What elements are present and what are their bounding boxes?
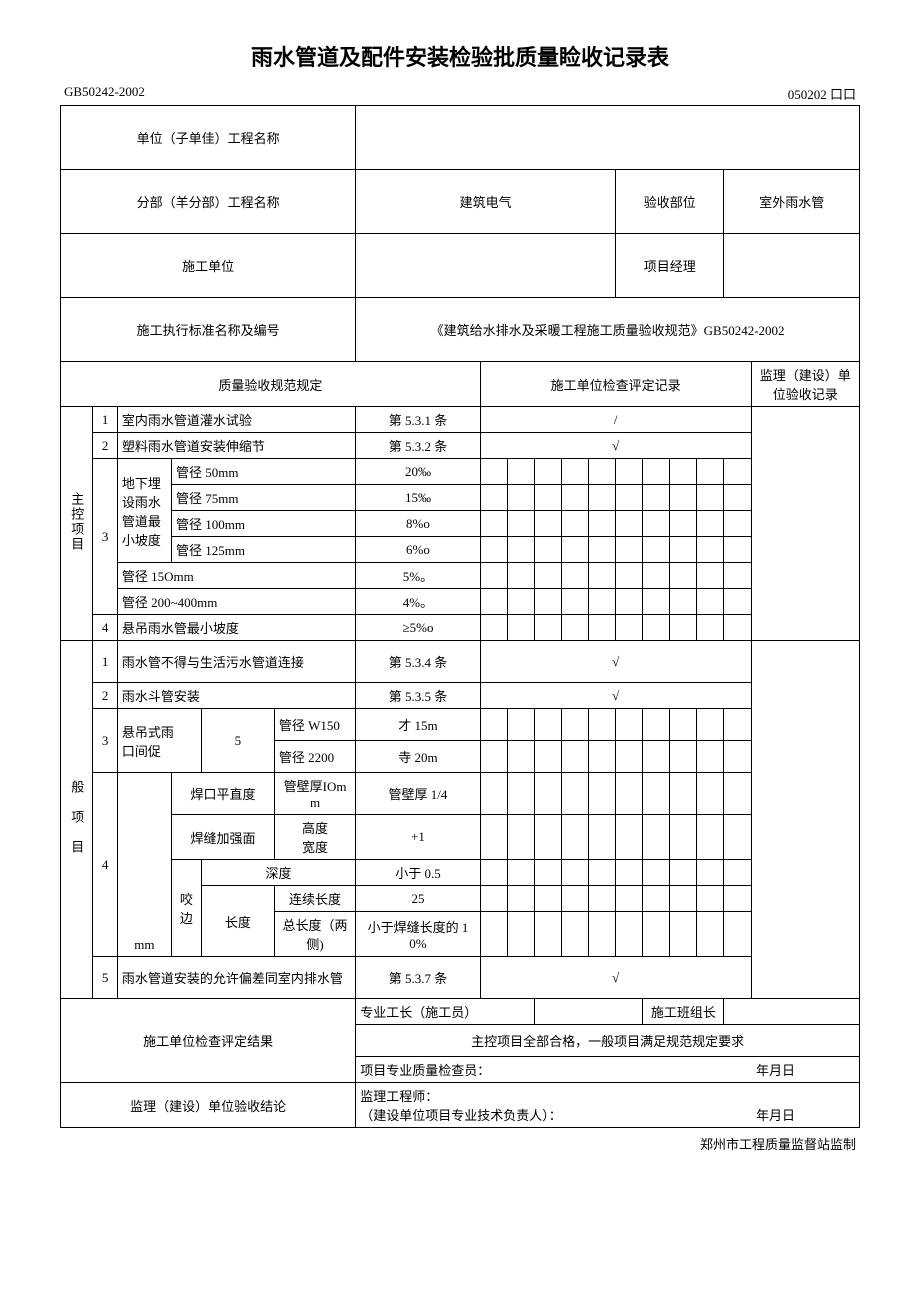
m1-n: 1 bbox=[93, 407, 117, 433]
code-left: GB50242-2002 bbox=[64, 84, 145, 103]
m2-n: 2 bbox=[93, 433, 117, 459]
g4-r2a: 焊缝加强面 bbox=[172, 815, 275, 860]
m-supv bbox=[751, 407, 859, 641]
g3-r1a: 管径 W150 bbox=[274, 709, 355, 741]
m3-l1: 地下埋设雨水管道最小坡度 bbox=[117, 459, 171, 563]
footer-note: 郑州市工程质量监督站监制 bbox=[60, 1134, 860, 1153]
pm-label: 项目经理 bbox=[616, 234, 724, 298]
m3-v1: 20‰ bbox=[356, 459, 481, 485]
g2-t: 雨水斗管安装 bbox=[117, 683, 355, 709]
sub-val: 建筑电气 bbox=[356, 170, 616, 234]
g1-r: 第 5.3.4 条 bbox=[356, 641, 481, 683]
g1-n: 1 bbox=[93, 641, 117, 683]
g3-l2: 5 bbox=[201, 709, 274, 773]
m1-r: 第 5.3.1 条 bbox=[356, 407, 481, 433]
header-codes: GB50242-2002 050202 口口 bbox=[60, 84, 860, 103]
m4-n: 4 bbox=[93, 615, 117, 641]
m4-r: ≥5%o bbox=[356, 615, 481, 641]
main-table: 单位（子单佳）工程名称 分部（羊分部）工程名称 建筑电气 验收部位 室外雨水管 … bbox=[60, 105, 860, 1128]
g4-r2b: 高度宽度 bbox=[274, 815, 355, 860]
m3-r2a: 管径 75mm bbox=[172, 485, 356, 511]
code-right: 050202 口口 bbox=[788, 84, 856, 103]
constr-check: 施工单位检查评定记录 bbox=[480, 362, 751, 407]
gen-section: 般 项 目 bbox=[61, 641, 93, 999]
m2-t: 塑料雨水管道安装伸缩节 bbox=[117, 433, 355, 459]
team-leader: 施工班组长 bbox=[643, 999, 724, 1025]
sub-label: 分部（羊分部）工程名称 bbox=[61, 170, 356, 234]
std-val: 《建筑给水排水及采暖工程施工质量验收规范》GB50242-2002 bbox=[356, 298, 860, 362]
m3-n: 3 bbox=[93, 459, 117, 615]
g1-t: 雨水管不得与生活污水管道连接 bbox=[117, 641, 355, 683]
g4-r1b: 管壁厚IOmm bbox=[274, 773, 355, 815]
m3-r6a: 管径 200~400mm bbox=[117, 589, 355, 615]
m3-v5: 5%。 bbox=[356, 563, 481, 589]
g5-r: 第 5.3.7 条 bbox=[356, 957, 481, 999]
g2-n: 2 bbox=[93, 683, 117, 709]
constr-unit-label: 施工单位 bbox=[61, 234, 356, 298]
m2-c: √ bbox=[480, 433, 751, 459]
g1-c: √ bbox=[480, 641, 751, 683]
g5-c: √ bbox=[480, 957, 751, 999]
g4-r3a: 咬边 bbox=[172, 860, 202, 957]
g4-v3: 小于 0.5 bbox=[356, 860, 481, 886]
g4-v1: 管壁厚 1/4 bbox=[356, 773, 481, 815]
quality-rule: 质量验收规范规定 bbox=[61, 362, 481, 407]
m2-r: 第 5.3.2 条 bbox=[356, 433, 481, 459]
constr-unit-val bbox=[356, 234, 616, 298]
foreman: 专业工长（施工员） bbox=[356, 999, 535, 1025]
result-label: 施工单位检查评定结果 bbox=[61, 999, 356, 1083]
supv-row: 监理工程师： （建设单位项目专业技术负责人）： 年月日 bbox=[356, 1083, 860, 1128]
g-supv bbox=[751, 641, 859, 999]
accept-part-val: 室外雨水管 bbox=[724, 170, 860, 234]
m3-v6: 4%。 bbox=[356, 589, 481, 615]
g4-r3d: 连续长度 bbox=[274, 886, 355, 912]
foreman-val bbox=[534, 999, 642, 1025]
g3-r2a: 管径 2200 bbox=[274, 741, 355, 773]
g5-n: 5 bbox=[93, 957, 117, 999]
inspector-row: 项目专业质量检查员： 年月日 bbox=[356, 1057, 860, 1083]
main-section: 主控项目 bbox=[61, 407, 93, 641]
g3-n: 3 bbox=[93, 709, 117, 773]
m3-r4a: 管径 125mm bbox=[172, 537, 356, 563]
g2-c: √ bbox=[480, 683, 751, 709]
g4-r3c: 长度 bbox=[201, 886, 274, 957]
g4-v2: +1 bbox=[356, 815, 481, 860]
supv-check: 监理（建设）单位验收记录 bbox=[751, 362, 859, 407]
m3-r1a: 管径 50mm bbox=[172, 459, 356, 485]
g5-t: 雨水管道安装的允许偏差同室内排水管 bbox=[117, 957, 355, 999]
unit-value bbox=[356, 106, 860, 170]
g3-v1: 才 15m bbox=[356, 709, 481, 741]
m3-r3a: 管径 100mm bbox=[172, 511, 356, 537]
m1-t: 室内雨水管道灌水试验 bbox=[117, 407, 355, 433]
g3-v2: 寺 20m bbox=[356, 741, 481, 773]
result-text: 主控项目全部合格，一般项目满足规范规定要求 bbox=[356, 1025, 860, 1057]
g4-r1a: 焊口平直度 bbox=[172, 773, 275, 815]
g4-r3b: 深度 bbox=[201, 860, 355, 886]
m3-v3: 8%o bbox=[356, 511, 481, 537]
pm-val bbox=[724, 234, 860, 298]
g4-v5: 小于焊缝长度的 10% bbox=[356, 912, 481, 957]
g4-v4: 25 bbox=[356, 886, 481, 912]
g4-r3e: 总长度（两侧) bbox=[274, 912, 355, 957]
accept-part-label: 验收部位 bbox=[616, 170, 724, 234]
supv-label: 监理（建设）单位验收结论 bbox=[61, 1083, 356, 1128]
team-leader-val bbox=[724, 999, 860, 1025]
m4-t: 悬吊雨水管最小坡度 bbox=[117, 615, 355, 641]
g4-n: 4 bbox=[93, 773, 117, 957]
m3-v4: 6%o bbox=[356, 537, 481, 563]
page-title: 雨水管道及配件安装检验批质量睑收记录表 bbox=[60, 40, 860, 72]
m1-c: / bbox=[480, 407, 751, 433]
m3-r5a: 管径 15Omm bbox=[117, 563, 355, 589]
m3-v2: 15‰ bbox=[356, 485, 481, 511]
g2-r: 第 5.3.5 条 bbox=[356, 683, 481, 709]
g3-l1: 悬吊式雨 口间促 bbox=[117, 709, 201, 773]
std-label: 施工执行标准名称及编号 bbox=[61, 298, 356, 362]
g4-unit: mm bbox=[117, 773, 171, 957]
unit-label: 单位（子单佳）工程名称 bbox=[61, 106, 356, 170]
